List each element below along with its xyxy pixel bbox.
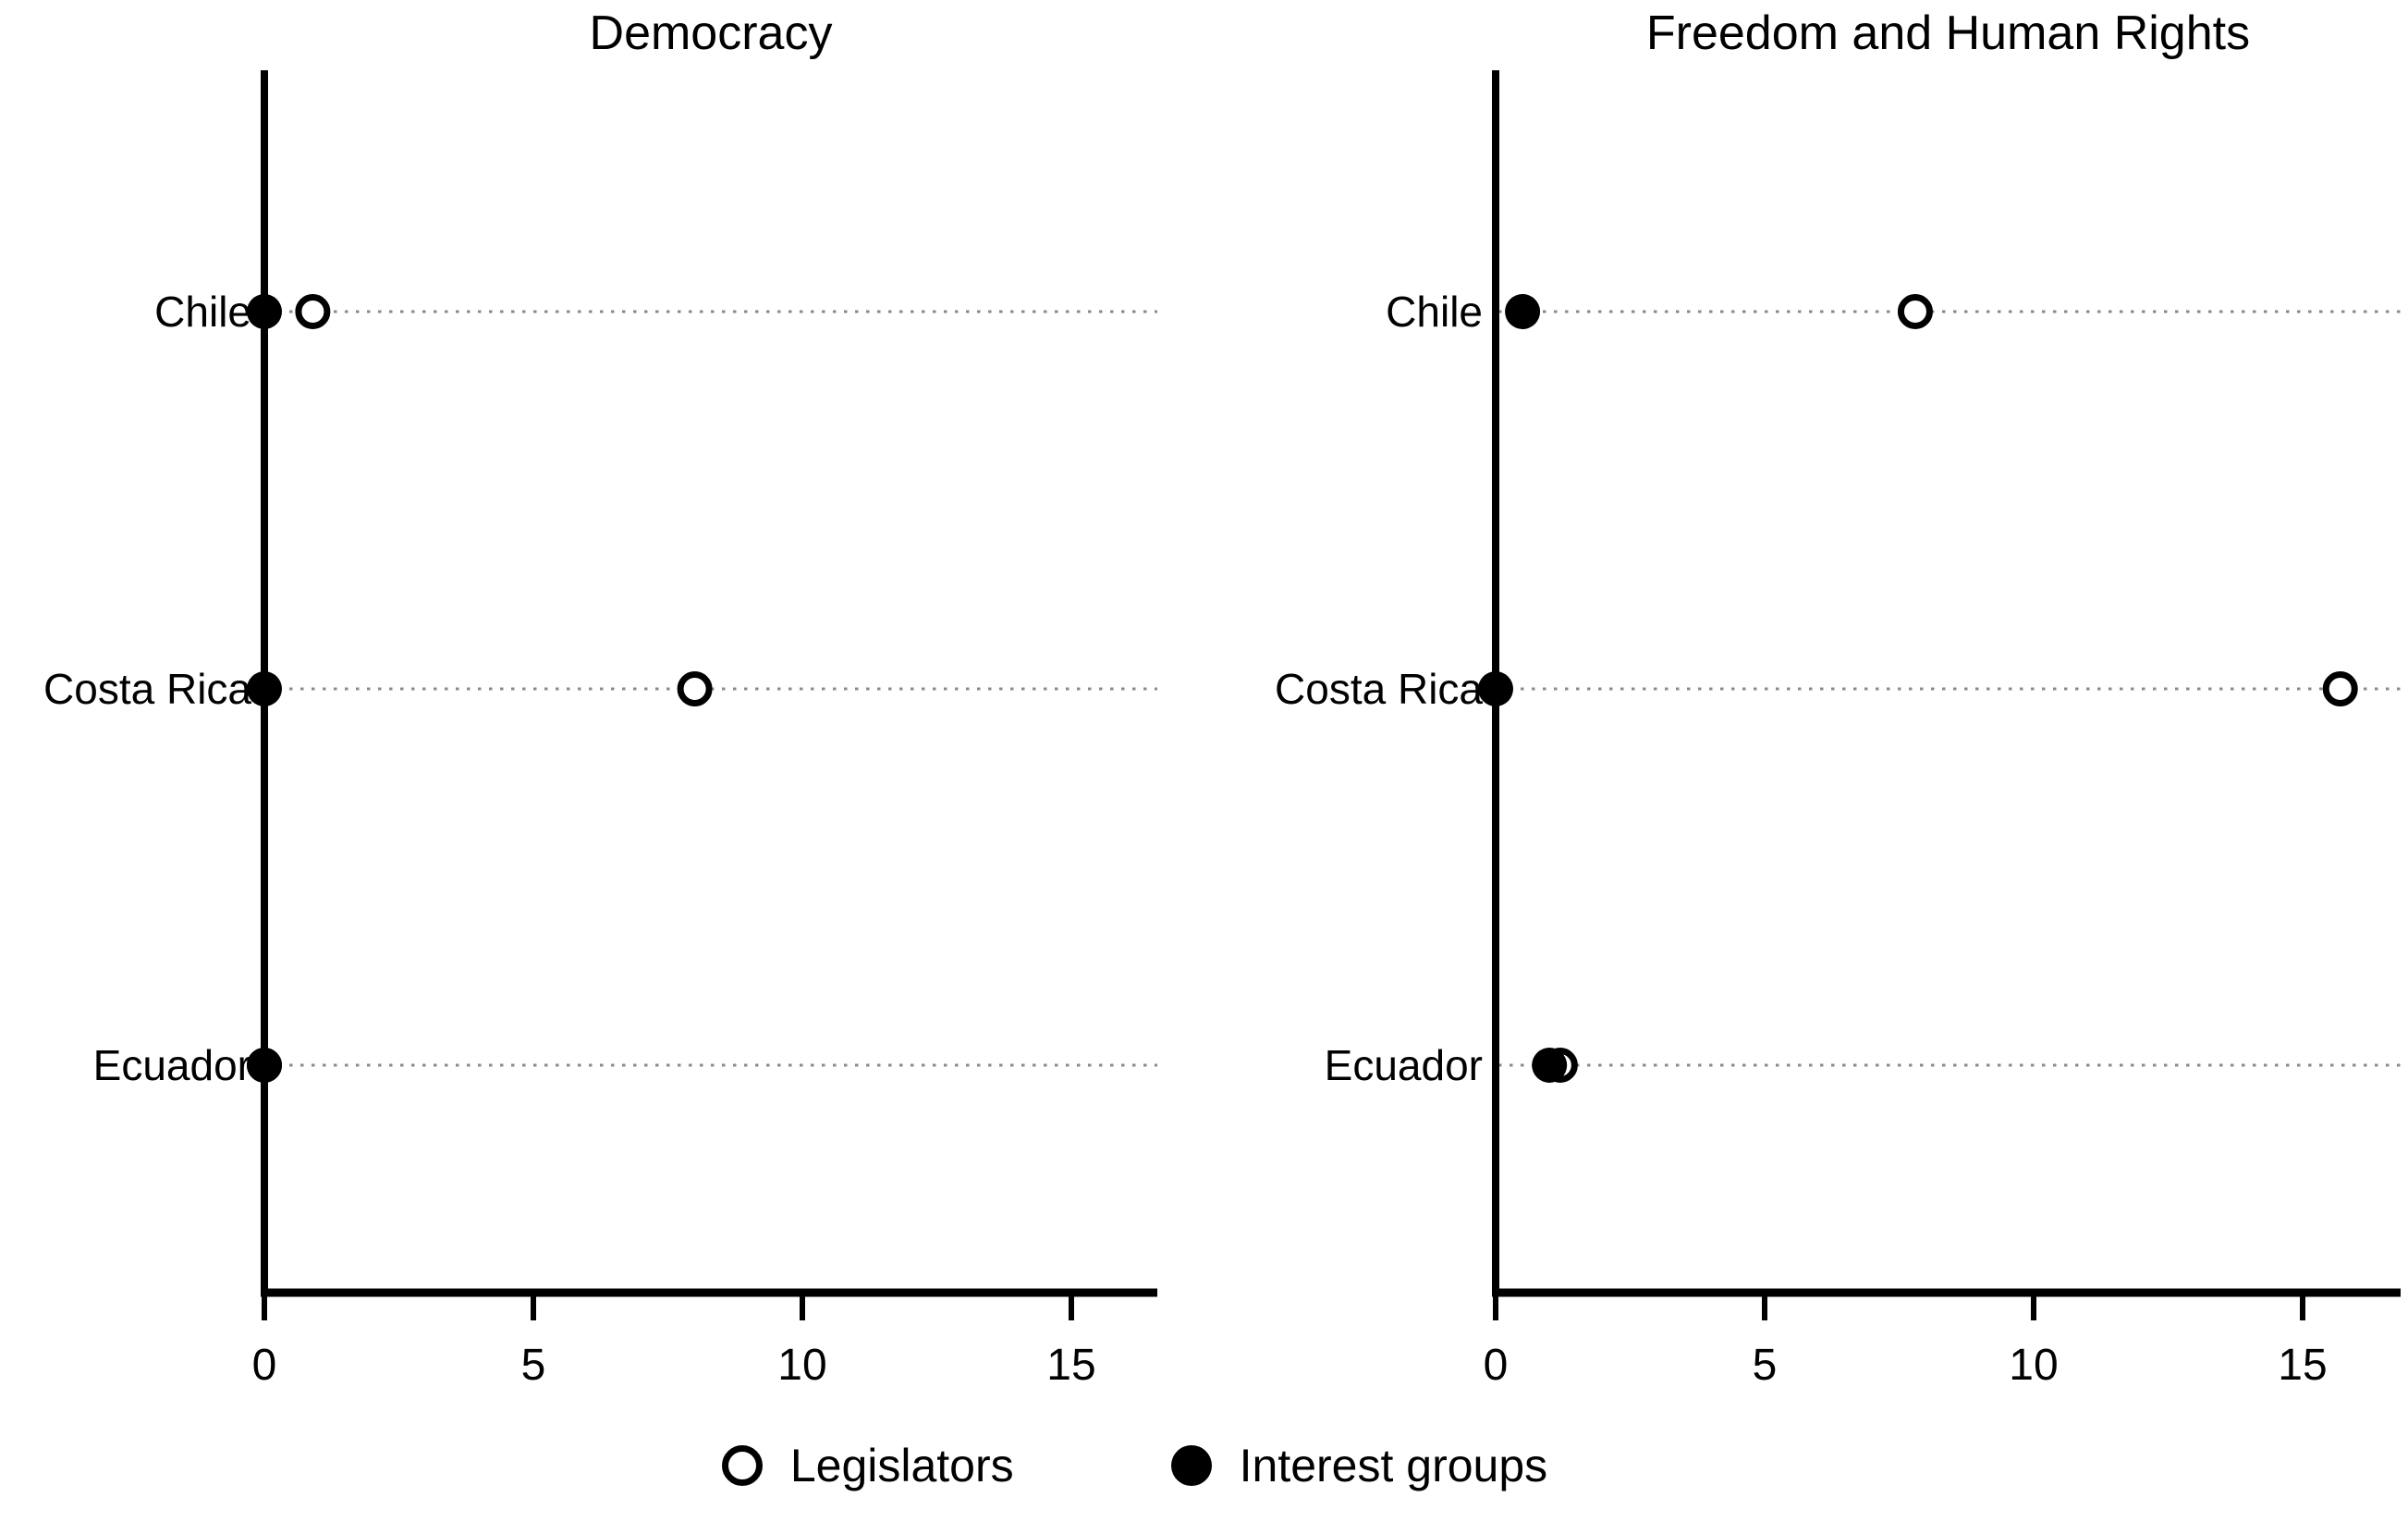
category-label: Chile [1386, 288, 1483, 336]
filled-circle-marker-icon [1170, 1445, 1212, 1486]
marker-legislators [677, 671, 713, 706]
x-tick-label: 5 [1753, 1341, 1778, 1390]
legend-label: Interest groups [1239, 1440, 1548, 1491]
category-label: Ecuador [93, 1041, 251, 1089]
legend-label: Legislators [789, 1440, 1014, 1491]
marker-interest-groups [247, 1048, 282, 1083]
legend-item-legislators: Legislators [721, 1439, 1014, 1492]
marker-legislators [2322, 671, 2358, 706]
category-label: Costa Rica [43, 665, 251, 713]
category-label: Costa Rica [1275, 665, 1483, 713]
x-tick-label: 10 [777, 1341, 826, 1390]
x-tick-label: 0 [252, 1341, 277, 1390]
open-circle-marker-icon [721, 1445, 763, 1486]
marker-interest-groups [1505, 294, 1541, 329]
legend: Legislators Interest groups [0, 1439, 2339, 1492]
x-tick-label: 15 [1046, 1341, 1095, 1390]
marker-interest-groups [247, 671, 282, 706]
x-tick-label: 0 [1484, 1341, 1509, 1390]
x-tick-label: 5 [521, 1341, 546, 1390]
marker-interest-groups [1532, 1048, 1568, 1083]
category-label: Chile [154, 288, 251, 336]
panel-title-freedom-human-rights: Freedom and Human Rights [1645, 6, 2251, 60]
x-tick-label: 10 [2009, 1341, 2058, 1390]
legend-item-interest-groups: Interest groups [1170, 1439, 1548, 1492]
marker-legislators [1897, 294, 1933, 329]
marker-interest-groups [247, 294, 282, 329]
x-tick-label: 15 [2278, 1341, 2327, 1390]
panel-title-democracy: Democracy [589, 6, 833, 60]
marker-interest-groups [1478, 671, 1513, 706]
marker-legislators [295, 294, 331, 329]
category-label: Ecuador [1325, 1041, 1483, 1089]
